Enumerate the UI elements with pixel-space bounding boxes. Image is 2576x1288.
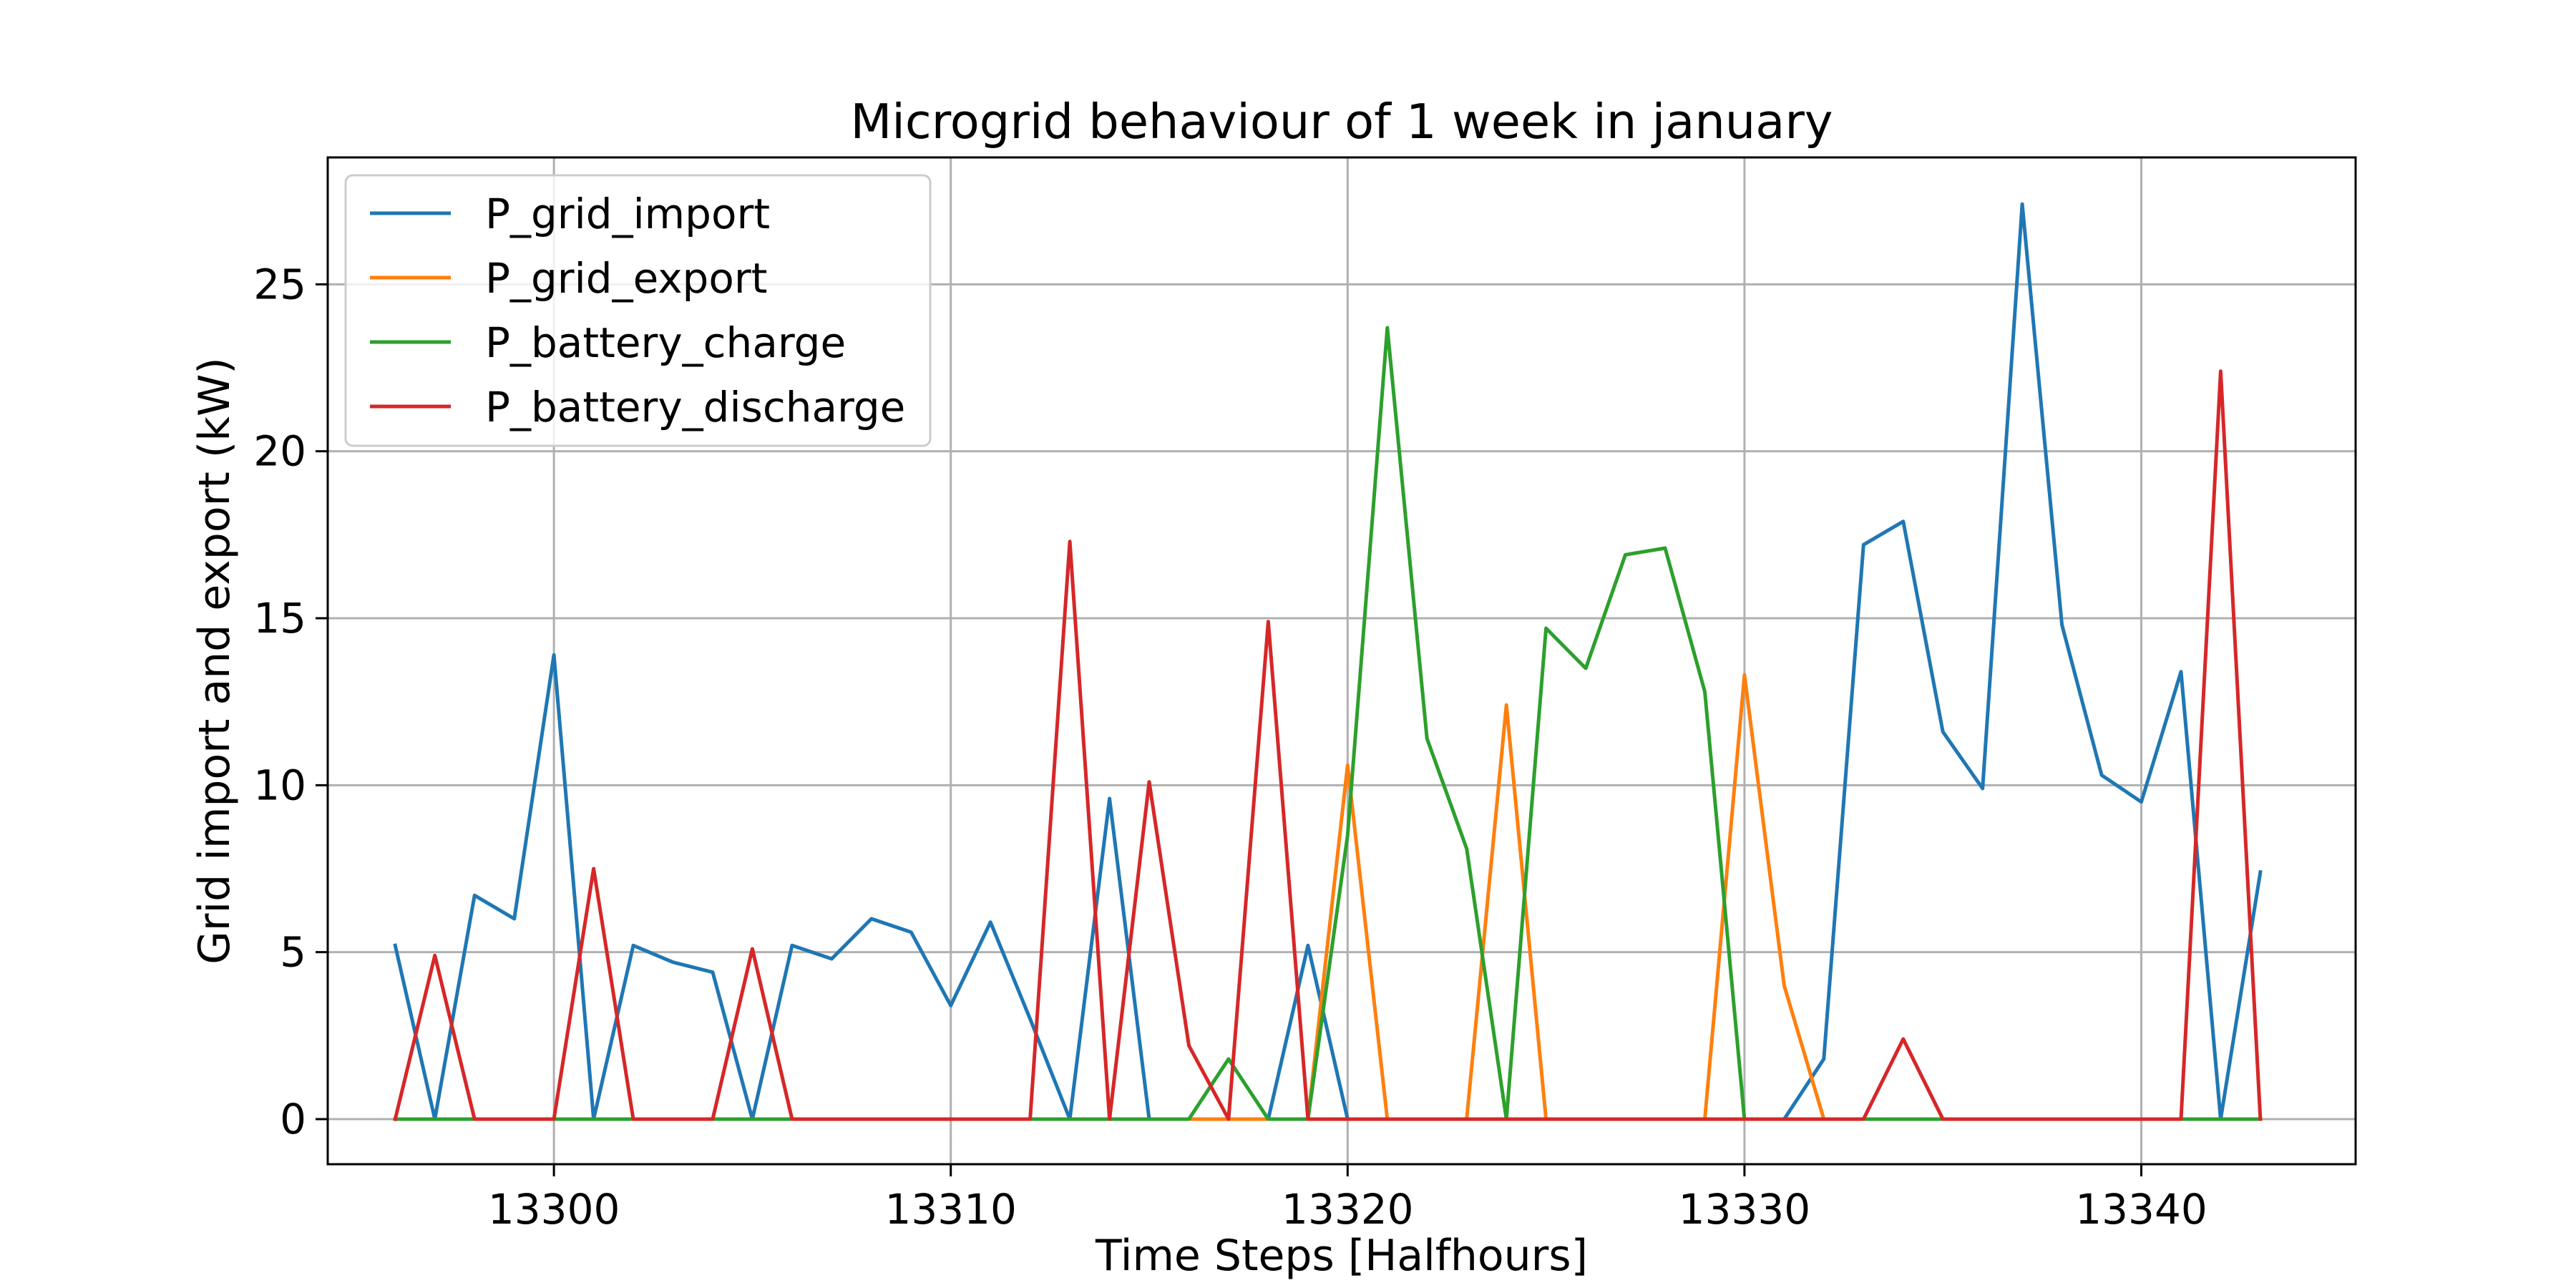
x-tick-label-1: 13310 bbox=[884, 1185, 1017, 1234]
y-tick-label-1: 5 bbox=[280, 928, 306, 977]
legend-label-p-battery-charge: P_battery_charge bbox=[485, 318, 846, 367]
y-tick-label-3: 15 bbox=[253, 594, 306, 643]
legend-label-p-grid-import: P_grid_import bbox=[485, 190, 770, 238]
y-tick-label-5: 25 bbox=[253, 260, 306, 308]
series-lines bbox=[393, 202, 2263, 1122]
y-tick-label-2: 10 bbox=[253, 761, 306, 809]
series-line-p-battery-discharge bbox=[393, 369, 2263, 1122]
y-tick-label-0: 0 bbox=[280, 1095, 306, 1143]
legend-label-p-battery-discharge: P_battery_discharge bbox=[485, 383, 905, 431]
x-tick-label-3: 13330 bbox=[1679, 1185, 1811, 1234]
plot-frame bbox=[326, 156, 2357, 1166]
axis-ticks: 13300 13310 13320 13330 13340 0 5 10 15 20 25 bbox=[253, 260, 2207, 1234]
legend-label-p-grid-export: P_grid_export bbox=[485, 254, 767, 303]
x-axis-label: Time Steps [Halfhours] bbox=[1095, 1231, 1588, 1281]
x-tick-label-4: 13340 bbox=[2075, 1185, 2207, 1234]
chart-title: Microgrid behaviour of 1 week in january bbox=[850, 94, 1833, 150]
legend-box bbox=[344, 174, 932, 447]
legend: P_grid_import P_grid_export P_battery_char… bbox=[344, 174, 932, 447]
y-tick-label-4: 20 bbox=[253, 427, 306, 476]
y-axis-label: Grid import and export (kW) bbox=[190, 357, 240, 964]
x-tick-label-2: 13320 bbox=[1282, 1185, 1414, 1234]
x-tick-label-0: 13300 bbox=[488, 1185, 620, 1234]
series-line-p-grid-import bbox=[393, 202, 2263, 1121]
